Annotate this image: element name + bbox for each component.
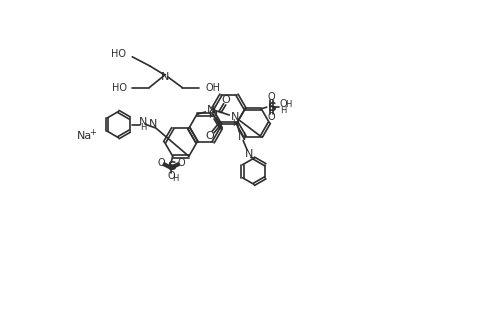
Text: H: H xyxy=(285,100,291,109)
Text: N: N xyxy=(161,72,169,82)
Text: H: H xyxy=(281,106,287,115)
Text: O: O xyxy=(267,112,275,122)
Text: O: O xyxy=(167,171,175,181)
Text: O: O xyxy=(208,110,217,120)
Text: O: O xyxy=(267,92,275,102)
Text: H: H xyxy=(232,119,239,128)
Text: N: N xyxy=(231,112,240,122)
Text: N: N xyxy=(245,149,253,159)
Text: S: S xyxy=(166,160,176,173)
Text: HO: HO xyxy=(111,49,126,59)
Text: H: H xyxy=(172,174,179,183)
Text: Na: Na xyxy=(77,131,92,141)
Text: +: + xyxy=(89,128,96,137)
Text: N: N xyxy=(149,119,157,129)
Text: OH: OH xyxy=(206,83,220,93)
Text: O: O xyxy=(177,158,185,168)
Text: O: O xyxy=(222,95,231,105)
Text: O: O xyxy=(280,99,288,109)
Text: N: N xyxy=(238,131,246,141)
Text: H: H xyxy=(140,123,146,132)
Text: N: N xyxy=(139,117,147,127)
Text: O: O xyxy=(206,131,214,141)
Text: S: S xyxy=(267,101,276,114)
Text: O: O xyxy=(158,158,165,168)
Text: N: N xyxy=(206,105,215,115)
Text: H: H xyxy=(207,111,214,120)
Text: HO: HO xyxy=(112,83,127,93)
